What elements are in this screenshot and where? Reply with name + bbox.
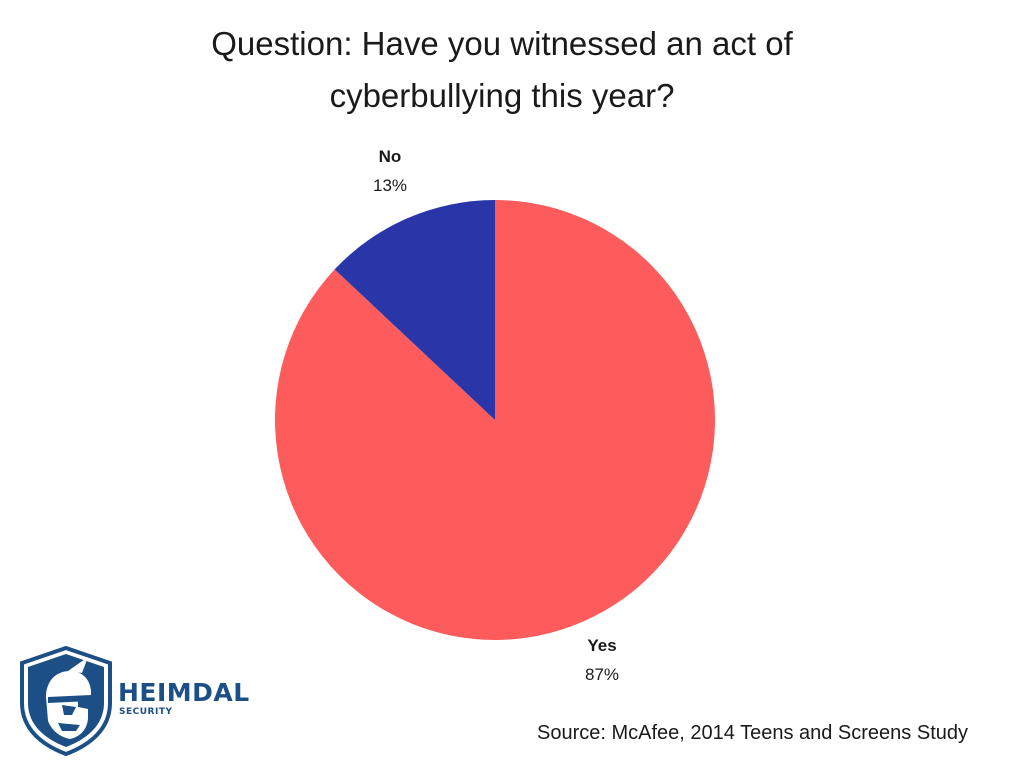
heimdal-logo: HEIMDAL SECURITY: [18, 645, 268, 757]
slice-label-name-no: No: [379, 147, 402, 166]
slice-label-value-no: 13%: [373, 176, 407, 195]
chart-title: Question: Have you witnessed an act of c…: [0, 18, 1004, 122]
logo-brand-text: HEIMDAL: [118, 678, 250, 707]
helmeted-warrior-shield-icon: [20, 645, 112, 757]
logo-sub-text: SECURITY: [119, 707, 173, 717]
pie-slice-no: [334, 200, 495, 420]
slice-label-no: No 13%: [373, 147, 407, 195]
slice-label-value-yes: 87%: [585, 665, 619, 684]
chart-title-line-2: cyberbullying this year?: [329, 77, 675, 114]
pie-slice-yes: [274, 200, 715, 640]
chart-title-line-1: Question: Have you witnessed an act of: [211, 25, 793, 62]
slice-label-yes: Yes 87%: [585, 636, 619, 684]
slice-label-name-yes: Yes: [587, 636, 616, 655]
source-note: Source: McAfee, 2014 Teens and Screens S…: [536, 722, 968, 744]
